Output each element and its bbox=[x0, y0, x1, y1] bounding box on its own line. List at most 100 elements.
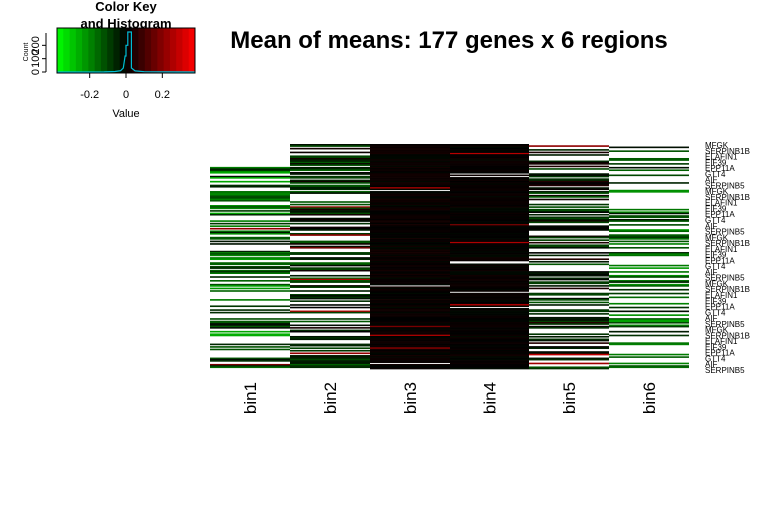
heatmap-cell bbox=[450, 253, 529, 255]
heatmap-cell bbox=[609, 169, 689, 172]
heatmap-cell bbox=[290, 344, 370, 347]
heatmap-cell bbox=[370, 282, 450, 285]
heatmap-cell bbox=[450, 361, 529, 363]
heatmap-cell bbox=[290, 208, 370, 211]
heatmap-cell bbox=[529, 239, 609, 241]
heatmap-cell bbox=[370, 221, 450, 224]
heatmap-cell bbox=[450, 337, 529, 339]
heatmap-cell bbox=[290, 274, 370, 277]
heatmap-cell bbox=[370, 187, 450, 189]
heatmap-cell bbox=[529, 254, 609, 257]
heatmap-cell bbox=[370, 313, 450, 315]
heatmap-cell bbox=[210, 271, 290, 273]
heatmap-cell bbox=[370, 145, 450, 147]
heatmap-cell bbox=[450, 183, 529, 186]
heatmap-cell bbox=[609, 240, 689, 243]
heatmap-cell bbox=[290, 357, 370, 360]
heatmap-cell bbox=[450, 177, 529, 179]
heatmap-cell bbox=[370, 276, 450, 278]
heatmap-cell bbox=[529, 260, 609, 263]
heatmap-cell bbox=[450, 166, 529, 169]
heatmap-cell bbox=[370, 163, 450, 165]
row-label: SERPINB1B bbox=[705, 193, 750, 202]
heatmap-cell bbox=[450, 363, 529, 366]
heatmap-cell bbox=[450, 343, 529, 346]
heatmap-cell bbox=[290, 329, 370, 332]
heatmap-cell bbox=[609, 224, 689, 226]
heatmap-cell bbox=[210, 168, 290, 170]
heatmap-cell bbox=[450, 238, 529, 240]
heatmap-cell bbox=[529, 318, 609, 320]
heatmap-cell bbox=[370, 205, 450, 207]
heatmap-cell bbox=[370, 179, 450, 182]
heatmap-cell bbox=[450, 282, 529, 285]
color-key-y-label: Count bbox=[23, 43, 30, 62]
heatmap-cell bbox=[450, 288, 529, 291]
heatmap-cell bbox=[370, 174, 450, 177]
heatmap-cell bbox=[210, 287, 290, 290]
heatmap-cell bbox=[450, 159, 529, 161]
heatmap-cell bbox=[210, 185, 290, 188]
heatmap-cell bbox=[370, 290, 450, 292]
color-key-swatch bbox=[188, 28, 196, 73]
heatmap-cell bbox=[370, 351, 450, 353]
heatmap-cell bbox=[450, 294, 529, 296]
heatmap-cell bbox=[450, 257, 529, 259]
heatmap-cell bbox=[529, 227, 609, 230]
heatmap-cell bbox=[450, 329, 529, 332]
heatmap-cell bbox=[450, 178, 529, 180]
heatmap-cell bbox=[529, 299, 609, 301]
heatmap-cell bbox=[450, 232, 529, 235]
row-label: SERPINB5 bbox=[705, 228, 745, 237]
heatmap-cell bbox=[370, 194, 450, 197]
color-key-swatch bbox=[57, 28, 64, 73]
heatmap-cell bbox=[370, 348, 450, 351]
heatmap-cell bbox=[370, 202, 450, 205]
row-label: EPP11A bbox=[705, 303, 735, 312]
heatmap-cell bbox=[370, 199, 450, 202]
heatmap-cell bbox=[609, 362, 689, 365]
heatmap-cell bbox=[450, 145, 529, 147]
heatmap-cell bbox=[370, 212, 450, 215]
heatmap-cell bbox=[609, 325, 689, 328]
heatmap-cell bbox=[529, 271, 609, 273]
heatmap-cell bbox=[210, 198, 290, 201]
heatmap-cell bbox=[450, 351, 529, 353]
heatmap-cell bbox=[210, 212, 290, 215]
heatmap-cell bbox=[609, 253, 689, 255]
heatmap-cell bbox=[450, 292, 529, 295]
heatmap-cell bbox=[450, 330, 529, 333]
heatmap-cell bbox=[529, 174, 609, 177]
heatmap-cell bbox=[450, 192, 529, 194]
heatmap-cell bbox=[450, 347, 529, 350]
heatmap-cell bbox=[370, 144, 450, 146]
heatmap-cell bbox=[450, 334, 529, 337]
heatmap-cell bbox=[529, 287, 609, 290]
heatmap-cell bbox=[609, 276, 689, 278]
heatmap-cell bbox=[529, 154, 609, 156]
heatmap-cell bbox=[370, 319, 450, 322]
heatmap-cell bbox=[370, 335, 450, 338]
heatmap-cell bbox=[529, 225, 609, 227]
heatmap-cell bbox=[529, 316, 609, 319]
heatmap-cell bbox=[210, 253, 290, 255]
heatmap-cell bbox=[370, 353, 450, 356]
heatmap-cell bbox=[609, 271, 689, 273]
heatmap-cell bbox=[370, 280, 450, 282]
heatmap-cell bbox=[370, 146, 450, 149]
heatmap-cell bbox=[529, 213, 609, 216]
heatmap-cell bbox=[370, 366, 450, 369]
heatmap-cell bbox=[450, 328, 529, 330]
heatmap-cell bbox=[210, 276, 290, 278]
heatmap-cell bbox=[529, 192, 609, 194]
heatmap-cell bbox=[290, 227, 370, 230]
heatmap-cell bbox=[450, 219, 529, 221]
heatmap-cell bbox=[609, 330, 689, 333]
heatmap-cell bbox=[529, 366, 609, 369]
heatmap-cell bbox=[450, 144, 529, 146]
color-key-swatch bbox=[88, 28, 96, 73]
heatmap-cell bbox=[529, 273, 609, 276]
heatmap-cell bbox=[450, 301, 529, 304]
color-key-swatch bbox=[100, 28, 108, 73]
heatmap-cell bbox=[210, 283, 290, 286]
